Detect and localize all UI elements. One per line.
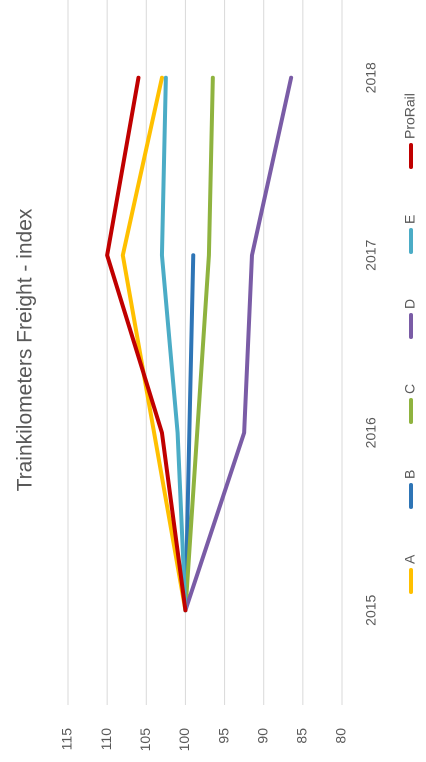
legend-label: ProRail: [402, 93, 418, 139]
legend-label: A: [402, 554, 418, 564]
y-tick-label: 85: [294, 728, 310, 744]
series-line: [183, 253, 196, 613]
rotated-chart: Trainkilometers Freight - index 80 85 90 95…: [14, 0, 418, 751]
x-tick-label: 2017: [363, 239, 379, 270]
series-line: [120, 75, 188, 613]
y-tick-label: 80: [333, 728, 349, 744]
legend-label: B: [402, 470, 418, 479]
y-tick-label: 100: [176, 728, 192, 752]
legend-label: C: [402, 384, 418, 394]
chart-title: Trainkilometers Freight - index: [14, 208, 37, 491]
y-tick-label: 105: [137, 728, 153, 752]
series-line: [183, 75, 294, 613]
series-line: [105, 75, 188, 613]
y-tick-label: 95: [215, 728, 231, 744]
y-tick-label: 90: [254, 728, 270, 744]
series-line: [159, 75, 188, 613]
x-tick-label: 2018: [363, 62, 379, 93]
series-line: [183, 75, 215, 613]
legend-label: D: [402, 299, 418, 309]
x-tick-label: 2016: [363, 417, 379, 448]
y-tick-label: 115: [59, 728, 75, 751]
legend-label: E: [402, 215, 418, 224]
y-tick-label: 110: [98, 728, 114, 751]
x-tick-label: 2015: [363, 594, 379, 625]
